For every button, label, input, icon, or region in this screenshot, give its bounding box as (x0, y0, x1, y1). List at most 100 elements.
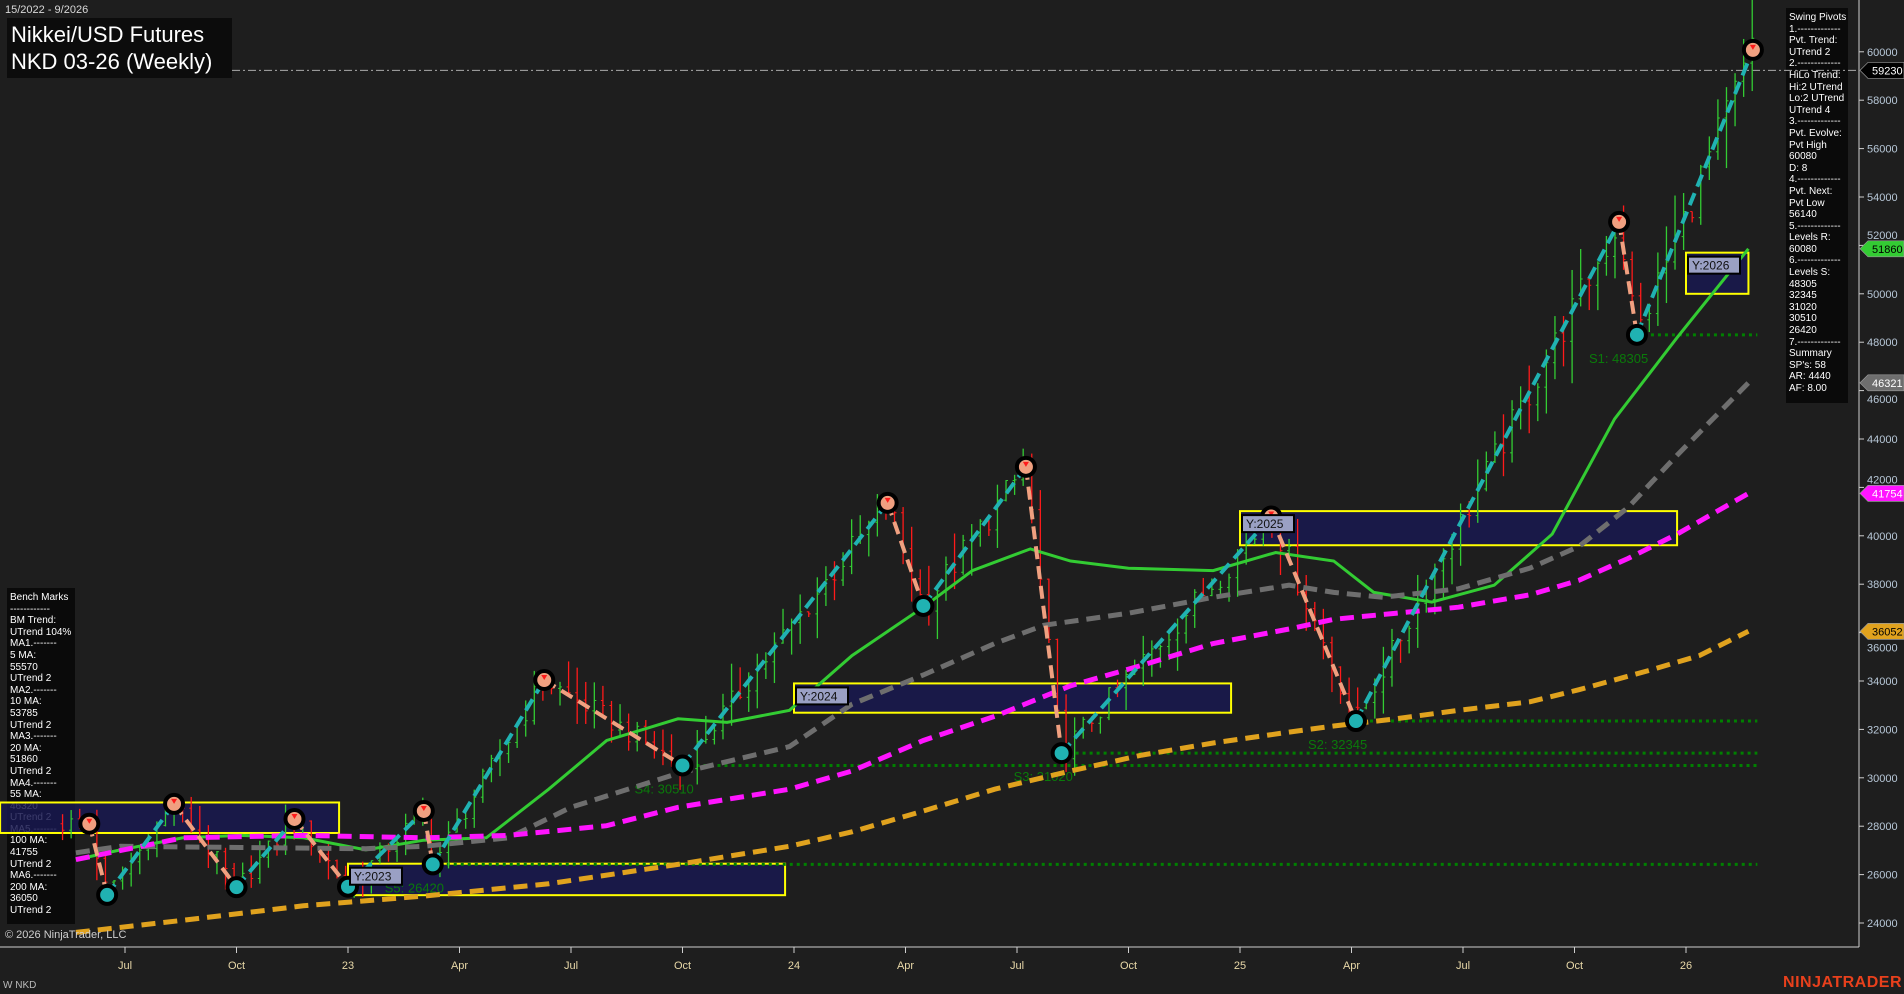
down-swing-line (885, 502, 926, 607)
swing-line: 4.------------- (1789, 174, 1841, 186)
swing-line: Lo:2 UTrend (1789, 93, 1845, 105)
swing-line: D: 8 (1789, 162, 1808, 174)
swing-line: Hi:2 UTrend (1789, 81, 1843, 93)
bench-line: MA2.------- (10, 684, 57, 696)
y-tick-label: 26000 (1867, 870, 1898, 882)
x-tick-label: 26 (1680, 960, 1692, 972)
chart-title: Nikkei/USD Futures NKD 03-26 (Weekly) (7, 18, 232, 78)
date-range: 15/2022 - 9/2026 (5, 4, 89, 16)
bench-line: UTrend 2 (10, 858, 52, 870)
bench-line: UTrend 2 (10, 719, 52, 731)
up-swing-line (431, 678, 546, 866)
moving-average-55ma (75, 381, 1751, 856)
copyright: © 2026 NinjaTrader, LLC (5, 929, 127, 941)
bench-line: MA1.------- (10, 638, 57, 650)
support-level-label: S1: 48305 (1589, 351, 1648, 366)
up-swing-line (1635, 49, 1755, 336)
moving-average-100ma (75, 491, 1750, 863)
down-swing-line (87, 823, 110, 896)
bench-line: MA4.------- (10, 777, 57, 789)
bench-line: 5 MA: (10, 649, 37, 661)
bench-line: 20 MA: (10, 742, 42, 754)
pivot-high-arrow-icon (1022, 461, 1029, 467)
bench-line: 200 MA: (10, 881, 48, 893)
bench-line: 100 MA: (10, 835, 48, 847)
price-marker (1859, 485, 1904, 502)
price-marker-label: 41754 (1872, 488, 1903, 500)
year-range-box (1239, 510, 1679, 547)
swing-line: Swing Pivots (1789, 12, 1847, 23)
swing-line: 60080 (1789, 151, 1817, 163)
swing-line: 5.------------- (1789, 220, 1841, 232)
x-tick-label: Oct (228, 960, 245, 972)
up-swing-line (234, 817, 297, 889)
x-tick-label: 25 (1234, 960, 1246, 972)
swing-line: Pvt. Next: (1789, 185, 1833, 197)
up-swing-line (921, 465, 1028, 608)
bench-line: MA6.------- (10, 870, 57, 882)
swing-line: 7.------------- (1789, 336, 1841, 348)
y-tick-label: 60000 (1867, 47, 1898, 59)
x-tick-label: Oct (674, 960, 691, 972)
pivot-high-arrow-icon (541, 675, 548, 681)
year-label: Y:2024 (800, 689, 838, 703)
swing-line: Pvt. Trend: (1789, 35, 1838, 47)
up-swing-line (680, 501, 890, 767)
up-swing-line (1060, 515, 1273, 755)
price-marker-label: 59230 (1872, 65, 1903, 77)
bench-line: ------------ (10, 603, 50, 615)
price-marker-label: 36052 (1872, 626, 1903, 638)
swing-line: 31020 (1789, 301, 1817, 313)
swing-low-marker (421, 853, 444, 876)
swing-low-marker (912, 594, 935, 617)
y-tick-label: 48000 (1867, 337, 1898, 349)
pivot-high-arrow-icon (1616, 216, 1623, 222)
price-marker-label: 51860 (1872, 244, 1903, 256)
swing-line: Pvt. Evolve: (1789, 127, 1842, 139)
year-label-box (1687, 255, 1741, 275)
bench-line: BM Trend: (10, 615, 57, 627)
swing-line: UTrend 2 (1789, 46, 1831, 58)
down-swing-line (543, 678, 684, 768)
swing-low-marker (1625, 323, 1648, 346)
swing-line: 2.------------- (1789, 58, 1841, 70)
pivot-high-arrow-icon (1749, 44, 1756, 50)
support-level-label: S2: 32345 (1308, 737, 1367, 752)
swing-line: 32345 (1789, 290, 1817, 302)
title-contract: NKD 03-26 (Weekly) (11, 49, 213, 74)
swing-line: 56140 (1789, 209, 1817, 221)
y-tick-label: 42000 (1867, 474, 1898, 486)
bench-marks-panel: Bench Marks ------------ BM Trend: UTrend 1… (7, 588, 75, 924)
x-tick-label: Oct (1120, 960, 1137, 972)
symbol-label: W NKD (3, 980, 37, 991)
swing-low-marker (1344, 710, 1367, 733)
y-tick-label: 24000 (1867, 918, 1898, 930)
year-label-box (349, 866, 403, 886)
y-tick-label: 38000 (1867, 579, 1898, 591)
swing-line: 60080 (1789, 243, 1817, 255)
bench-line: MA3.------- (10, 731, 57, 743)
bench-line: 36050 (10, 893, 38, 905)
price-marker (1859, 62, 1904, 79)
up-swing-line (346, 809, 426, 889)
swing-line: Pvt Low (1789, 197, 1825, 209)
bench-line: 10 MA: (10, 696, 42, 708)
price-marker (1859, 622, 1904, 640)
y-tick-label: 46000 (1867, 394, 1898, 406)
swing-line: AF: 8.00 (1789, 383, 1827, 394)
down-swing-line (292, 817, 350, 888)
x-tick-label: Oct (1566, 960, 1583, 972)
x-tick-label: Apr (897, 960, 914, 972)
bench-line: 41755 (10, 847, 38, 859)
swing-line: 6.------------- (1789, 255, 1841, 267)
swing-line: 26420 (1789, 325, 1817, 337)
pivot-high-arrow-icon (1268, 511, 1275, 517)
y-tick-label: 56000 (1867, 144, 1898, 156)
swing-line: 3.------------- (1789, 116, 1841, 128)
swing-line: AR: 4440 (1789, 371, 1831, 383)
price-marker-label: 46321 (1872, 378, 1903, 390)
bench-line: UTrend 2 (10, 673, 52, 685)
x-tick-label: 24 (788, 960, 800, 972)
swing-line: SP's: 58 (1789, 359, 1826, 371)
